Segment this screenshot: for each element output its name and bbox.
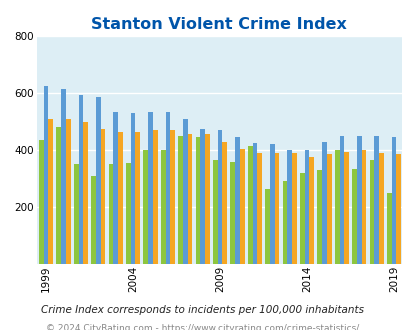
Bar [135,132,140,264]
Bar [386,193,391,264]
Bar [165,112,170,264]
Bar [373,136,378,264]
Bar [274,153,279,264]
Bar [291,153,296,264]
Text: © 2024 CityRating.com - https://www.cityrating.com/crime-statistics/: © 2024 CityRating.com - https://www.city… [46,324,359,330]
Bar [126,163,130,264]
Bar [299,173,304,264]
Bar [282,182,287,264]
Bar [148,112,152,264]
Bar [56,127,61,264]
Bar [61,89,66,264]
Bar [257,153,261,264]
Bar [66,119,70,264]
Bar [170,130,175,264]
Bar [269,145,274,264]
Bar [74,164,78,264]
Bar [361,150,365,264]
Bar [230,161,234,264]
Bar [178,136,183,264]
Bar [160,150,165,264]
Bar [252,143,257,264]
Bar [183,119,187,264]
Bar [309,157,313,264]
Bar [200,129,205,264]
Bar [118,132,122,264]
Bar [187,135,192,264]
Bar [239,149,244,264]
Bar [334,150,339,264]
Bar [326,154,331,264]
Bar [205,135,209,264]
Bar [234,137,239,264]
Bar [264,188,269,264]
Bar [217,130,222,264]
Bar [130,113,135,264]
Text: Crime Index corresponds to incidents per 100,000 inhabitants: Crime Index corresponds to incidents per… [41,305,364,315]
Bar [44,86,48,264]
Bar [247,146,252,264]
Bar [143,150,148,264]
Bar [91,176,96,264]
Bar [322,142,326,264]
Bar [304,150,309,264]
Bar [287,150,291,264]
Bar [339,136,343,264]
Bar [96,97,100,264]
Bar [352,169,356,264]
Bar [369,160,373,264]
Bar [100,129,105,264]
Bar [39,140,44,264]
Bar [395,154,400,264]
Bar [356,136,361,264]
Bar [213,160,217,264]
Bar [79,95,83,264]
Bar [109,164,113,264]
Bar [378,153,383,264]
Bar [48,119,53,264]
Bar [113,112,118,264]
Bar [152,130,157,264]
Bar [83,122,88,264]
Bar [391,137,395,264]
Bar [222,142,227,264]
Bar [317,170,322,264]
Bar [343,151,348,264]
Title: Stanton Violent Crime Index: Stanton Violent Crime Index [91,17,346,32]
Bar [195,137,200,264]
